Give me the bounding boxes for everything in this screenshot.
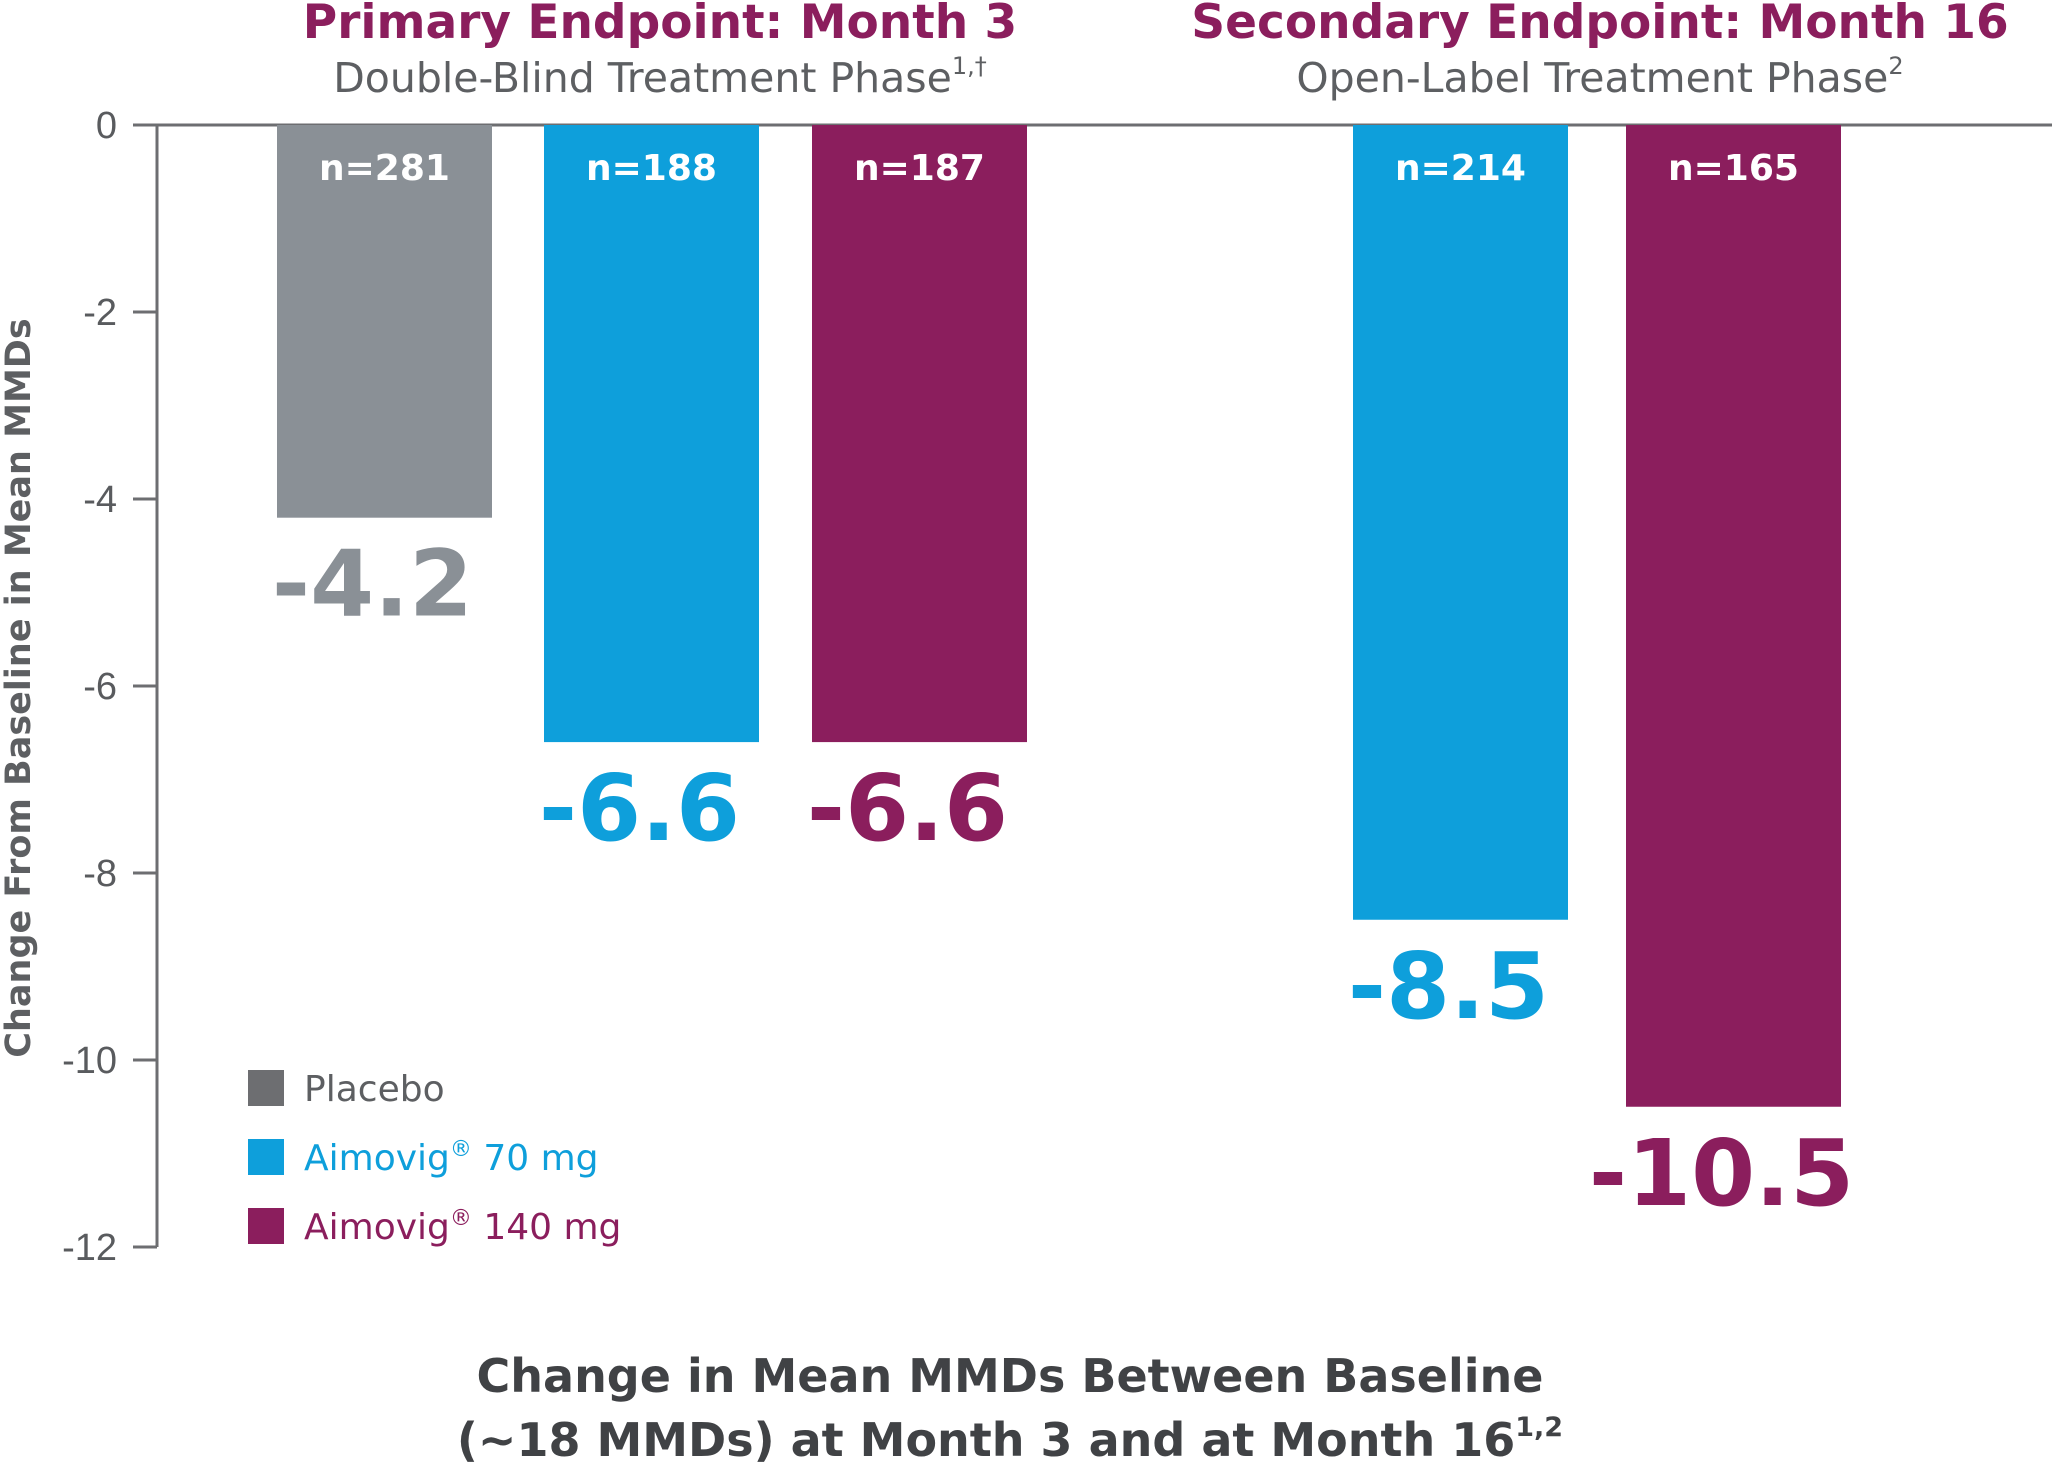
legend-label-name: Aimovig [304,1138,450,1179]
group-title-primary: Primary Endpoint: Month 3 [303,0,1017,50]
legend-swatch [248,1139,284,1175]
legend-registered-mark: ® [450,1137,472,1162]
y-tick-label: -12 [62,1227,117,1269]
group-subtitle-primary: Double-Blind Treatment Phase1,† [333,52,987,102]
bar-aimovig-140-mg-group-2 [1626,125,1841,1107]
caption-line-2-sup: 1,2 [1515,1412,1563,1443]
group-title-secondary: Secondary Endpoint: Month 16 [1191,0,2008,50]
bar-value-label: -4.2 [272,531,473,638]
bar-aimovig-70-mg-group-1 [544,125,759,743]
bar-value-label: -6.6 [807,755,1008,862]
bar-placebo-group-1 [277,125,492,518]
y-axis-title: Change From Baseline in Mean MMDs [0,318,39,1057]
group-subtitle-secondary-sup: 2 [1888,52,1903,80]
group-subtitle-secondary: Open-Label Treatment Phase2 [1296,52,1903,102]
legend-swatch [248,1208,284,1244]
bar-value-label: -8.5 [1348,933,1549,1040]
caption-line-2-text: (~18 MMDs) at Month 3 and at Month 16 [457,1413,1515,1467]
bar-n-label: n=281 [319,148,450,189]
caption-line-2: (~18 MMDs) at Month 3 and at Month 161,2 [457,1412,1563,1467]
bar-aimovig-70-mg-group-2 [1353,125,1568,920]
legend-label: Placebo [304,1069,445,1110]
legend-swatch [248,1070,284,1106]
y-tick-label: -2 [83,292,117,334]
bar-value-label: -10.5 [1589,1120,1854,1227]
legend-label-dose: 140 mg [472,1207,622,1248]
bar-n-label: n=165 [1668,148,1799,189]
legend-label-dose: 70 mg [472,1138,599,1179]
group-subtitle-primary-text: Double-Blind Treatment Phase [333,54,952,102]
y-tick-label: -8 [83,853,117,895]
group-subtitle-primary-sup: 1,† [952,52,987,80]
group-subtitle-secondary-text: Open-Label Treatment Phase [1296,54,1888,102]
legend-registered-mark: ® [450,1206,472,1231]
bar-n-label: n=214 [1395,148,1526,189]
bar-n-label: n=187 [854,148,985,189]
y-tick-label: -10 [62,1040,117,1082]
legend-label: Aimovig® 70 mg [304,1137,599,1179]
y-tick-label: -6 [83,666,117,708]
bar-n-label: n=188 [586,148,717,189]
y-tick-label: -4 [83,479,117,521]
bar-layer: n=281 -4.2 n=188 -6.6 n=187 -6.6 n=214 -8.5 n=16… [272,125,1854,1227]
bar-aimovig-140-mg-group-1 [812,125,1027,743]
legend-label-name: Placebo [304,1069,445,1110]
caption-line-1: Change in Mean MMDs Between Baseline [477,1349,1544,1403]
legend-label-name: Aimovig [304,1207,450,1248]
y-tick-label: 0 [96,105,117,147]
bar-value-label: -6.6 [539,755,740,862]
legend-label: Aimovig® 140 mg [304,1206,621,1248]
